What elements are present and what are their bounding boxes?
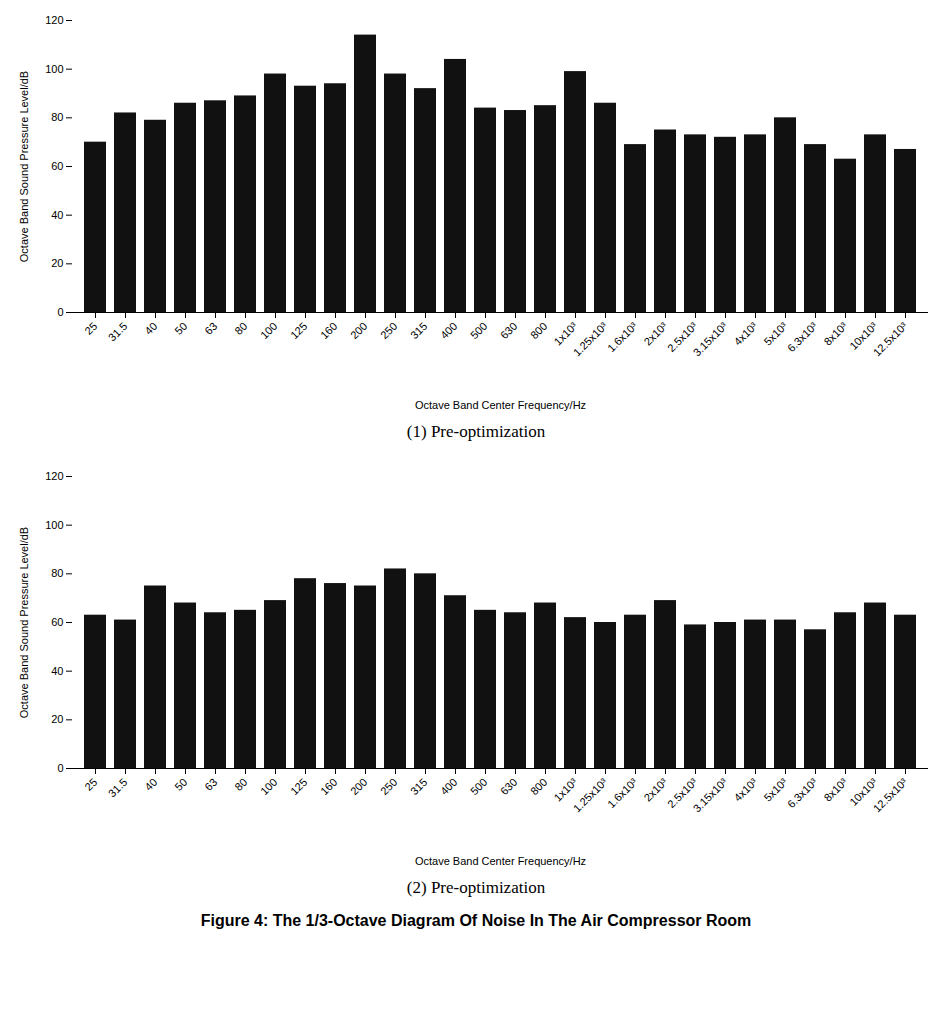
svg-text:630: 630 bbox=[498, 776, 519, 797]
svg-text:400: 400 bbox=[438, 776, 459, 797]
svg-text:1.6x10³: 1.6x10³ bbox=[605, 776, 640, 811]
svg-text:1.6x10³: 1.6x10³ bbox=[605, 320, 640, 355]
svg-text:Octave Band Sound Pressure Lev: Octave Band Sound Pressure Level/dB bbox=[18, 527, 30, 718]
svg-text:2x10³: 2x10³ bbox=[641, 320, 669, 348]
svg-text:315: 315 bbox=[408, 320, 429, 341]
svg-text:2x10³: 2x10³ bbox=[641, 776, 669, 804]
svg-text:63: 63 bbox=[202, 320, 219, 337]
svg-text:100: 100 bbox=[258, 776, 279, 797]
svg-text:20: 20 bbox=[51, 713, 63, 725]
svg-text:0: 0 bbox=[57, 306, 63, 318]
svg-text:100: 100 bbox=[258, 320, 279, 341]
svg-text:800: 800 bbox=[528, 776, 549, 797]
svg-text:630: 630 bbox=[498, 320, 519, 341]
svg-text:25: 25 bbox=[82, 320, 99, 337]
svg-text:40: 40 bbox=[51, 209, 63, 221]
svg-text:1.25x10³: 1.25x10³ bbox=[571, 320, 610, 359]
svg-text:3.15x10³: 3.15x10³ bbox=[691, 776, 730, 815]
svg-text:100: 100 bbox=[45, 519, 63, 531]
svg-text:5x10³: 5x10³ bbox=[761, 776, 789, 804]
svg-text:1x10³: 1x10³ bbox=[551, 320, 579, 348]
svg-text:2.5x10³: 2.5x10³ bbox=[665, 775, 700, 811]
svg-text:4x10³: 4x10³ bbox=[731, 320, 759, 348]
svg-text:Octave Band Sound Pressure Lev: Octave Band Sound Pressure Level/dB bbox=[18, 71, 30, 262]
html-text:Figure 4: The 1/3-Octave Diagr: Figure 4: The 1/3-Octave Diagram Of Nois… bbox=[200, 912, 752, 929]
svg-text:8x10³: 8x10³ bbox=[821, 776, 849, 804]
svg-text:250: 250 bbox=[378, 776, 399, 797]
svg-text:125: 125 bbox=[288, 776, 309, 797]
svg-text:63: 63 bbox=[202, 776, 219, 793]
svg-text:40: 40 bbox=[142, 320, 159, 337]
svg-text:50: 50 bbox=[172, 320, 189, 337]
svg-text:400: 400 bbox=[438, 320, 459, 341]
svg-text:4x10³: 4x10³ bbox=[731, 776, 759, 804]
html-text:(2) Pre-optimization: (2) Pre-optimization bbox=[406, 878, 546, 897]
svg-text:200: 200 bbox=[348, 320, 369, 341]
svg-text:10x10³: 10x10³ bbox=[847, 775, 880, 808]
svg-text:Octave Band Center Frequency/H: Octave Band Center Frequency/Hz bbox=[415, 399, 586, 411]
svg-text:125: 125 bbox=[288, 320, 309, 341]
svg-text:120: 120 bbox=[45, 470, 63, 482]
svg-text:250: 250 bbox=[378, 320, 399, 341]
svg-text:80: 80 bbox=[51, 111, 63, 123]
svg-text:6.3x10³: 6.3x10³ bbox=[785, 776, 820, 811]
svg-text:50: 50 bbox=[172, 776, 189, 793]
svg-text:31.5: 31.5 bbox=[106, 776, 130, 800]
svg-text:6.3x10³: 6.3x10³ bbox=[785, 320, 820, 355]
svg-text:5x10³: 5x10³ bbox=[761, 320, 789, 348]
svg-text:160: 160 bbox=[318, 320, 339, 341]
svg-text:60: 60 bbox=[51, 160, 63, 172]
svg-text:500: 500 bbox=[468, 320, 489, 341]
svg-text:8x10³: 8x10³ bbox=[821, 320, 849, 348]
svg-text:1.25x10³: 1.25x10³ bbox=[571, 776, 610, 815]
svg-text:1x10³: 1x10³ bbox=[551, 776, 579, 804]
svg-text:12.5x10³: 12.5x10³ bbox=[871, 776, 910, 815]
svg-text:120: 120 bbox=[45, 14, 63, 26]
svg-text:80: 80 bbox=[232, 776, 249, 793]
svg-text:25: 25 bbox=[82, 776, 99, 793]
svg-text:160: 160 bbox=[318, 776, 339, 797]
svg-text:60: 60 bbox=[51, 616, 63, 628]
svg-text:315: 315 bbox=[408, 776, 429, 797]
svg-text:40: 40 bbox=[142, 776, 159, 793]
svg-text:10x10³: 10x10³ bbox=[847, 319, 880, 352]
svg-text:12.5x10³: 12.5x10³ bbox=[871, 320, 910, 359]
svg-text:31.5: 31.5 bbox=[106, 320, 130, 344]
svg-text:500: 500 bbox=[468, 776, 489, 797]
html-text:(1) Pre-optimization: (1) Pre-optimization bbox=[406, 422, 546, 441]
svg-text:80: 80 bbox=[51, 567, 63, 579]
svg-text:200: 200 bbox=[348, 776, 369, 797]
svg-text:0: 0 bbox=[57, 762, 63, 774]
svg-text:2.5x10³: 2.5x10³ bbox=[665, 319, 700, 355]
svg-text:800: 800 bbox=[528, 320, 549, 341]
svg-text:100: 100 bbox=[45, 63, 63, 75]
svg-text:Octave Band Center Frequency/H: Octave Band Center Frequency/Hz bbox=[415, 855, 586, 867]
svg-text:40: 40 bbox=[51, 665, 63, 677]
svg-text:3.15x10³: 3.15x10³ bbox=[691, 320, 730, 359]
svg-text:80: 80 bbox=[232, 320, 249, 337]
svg-text:20: 20 bbox=[51, 257, 63, 269]
